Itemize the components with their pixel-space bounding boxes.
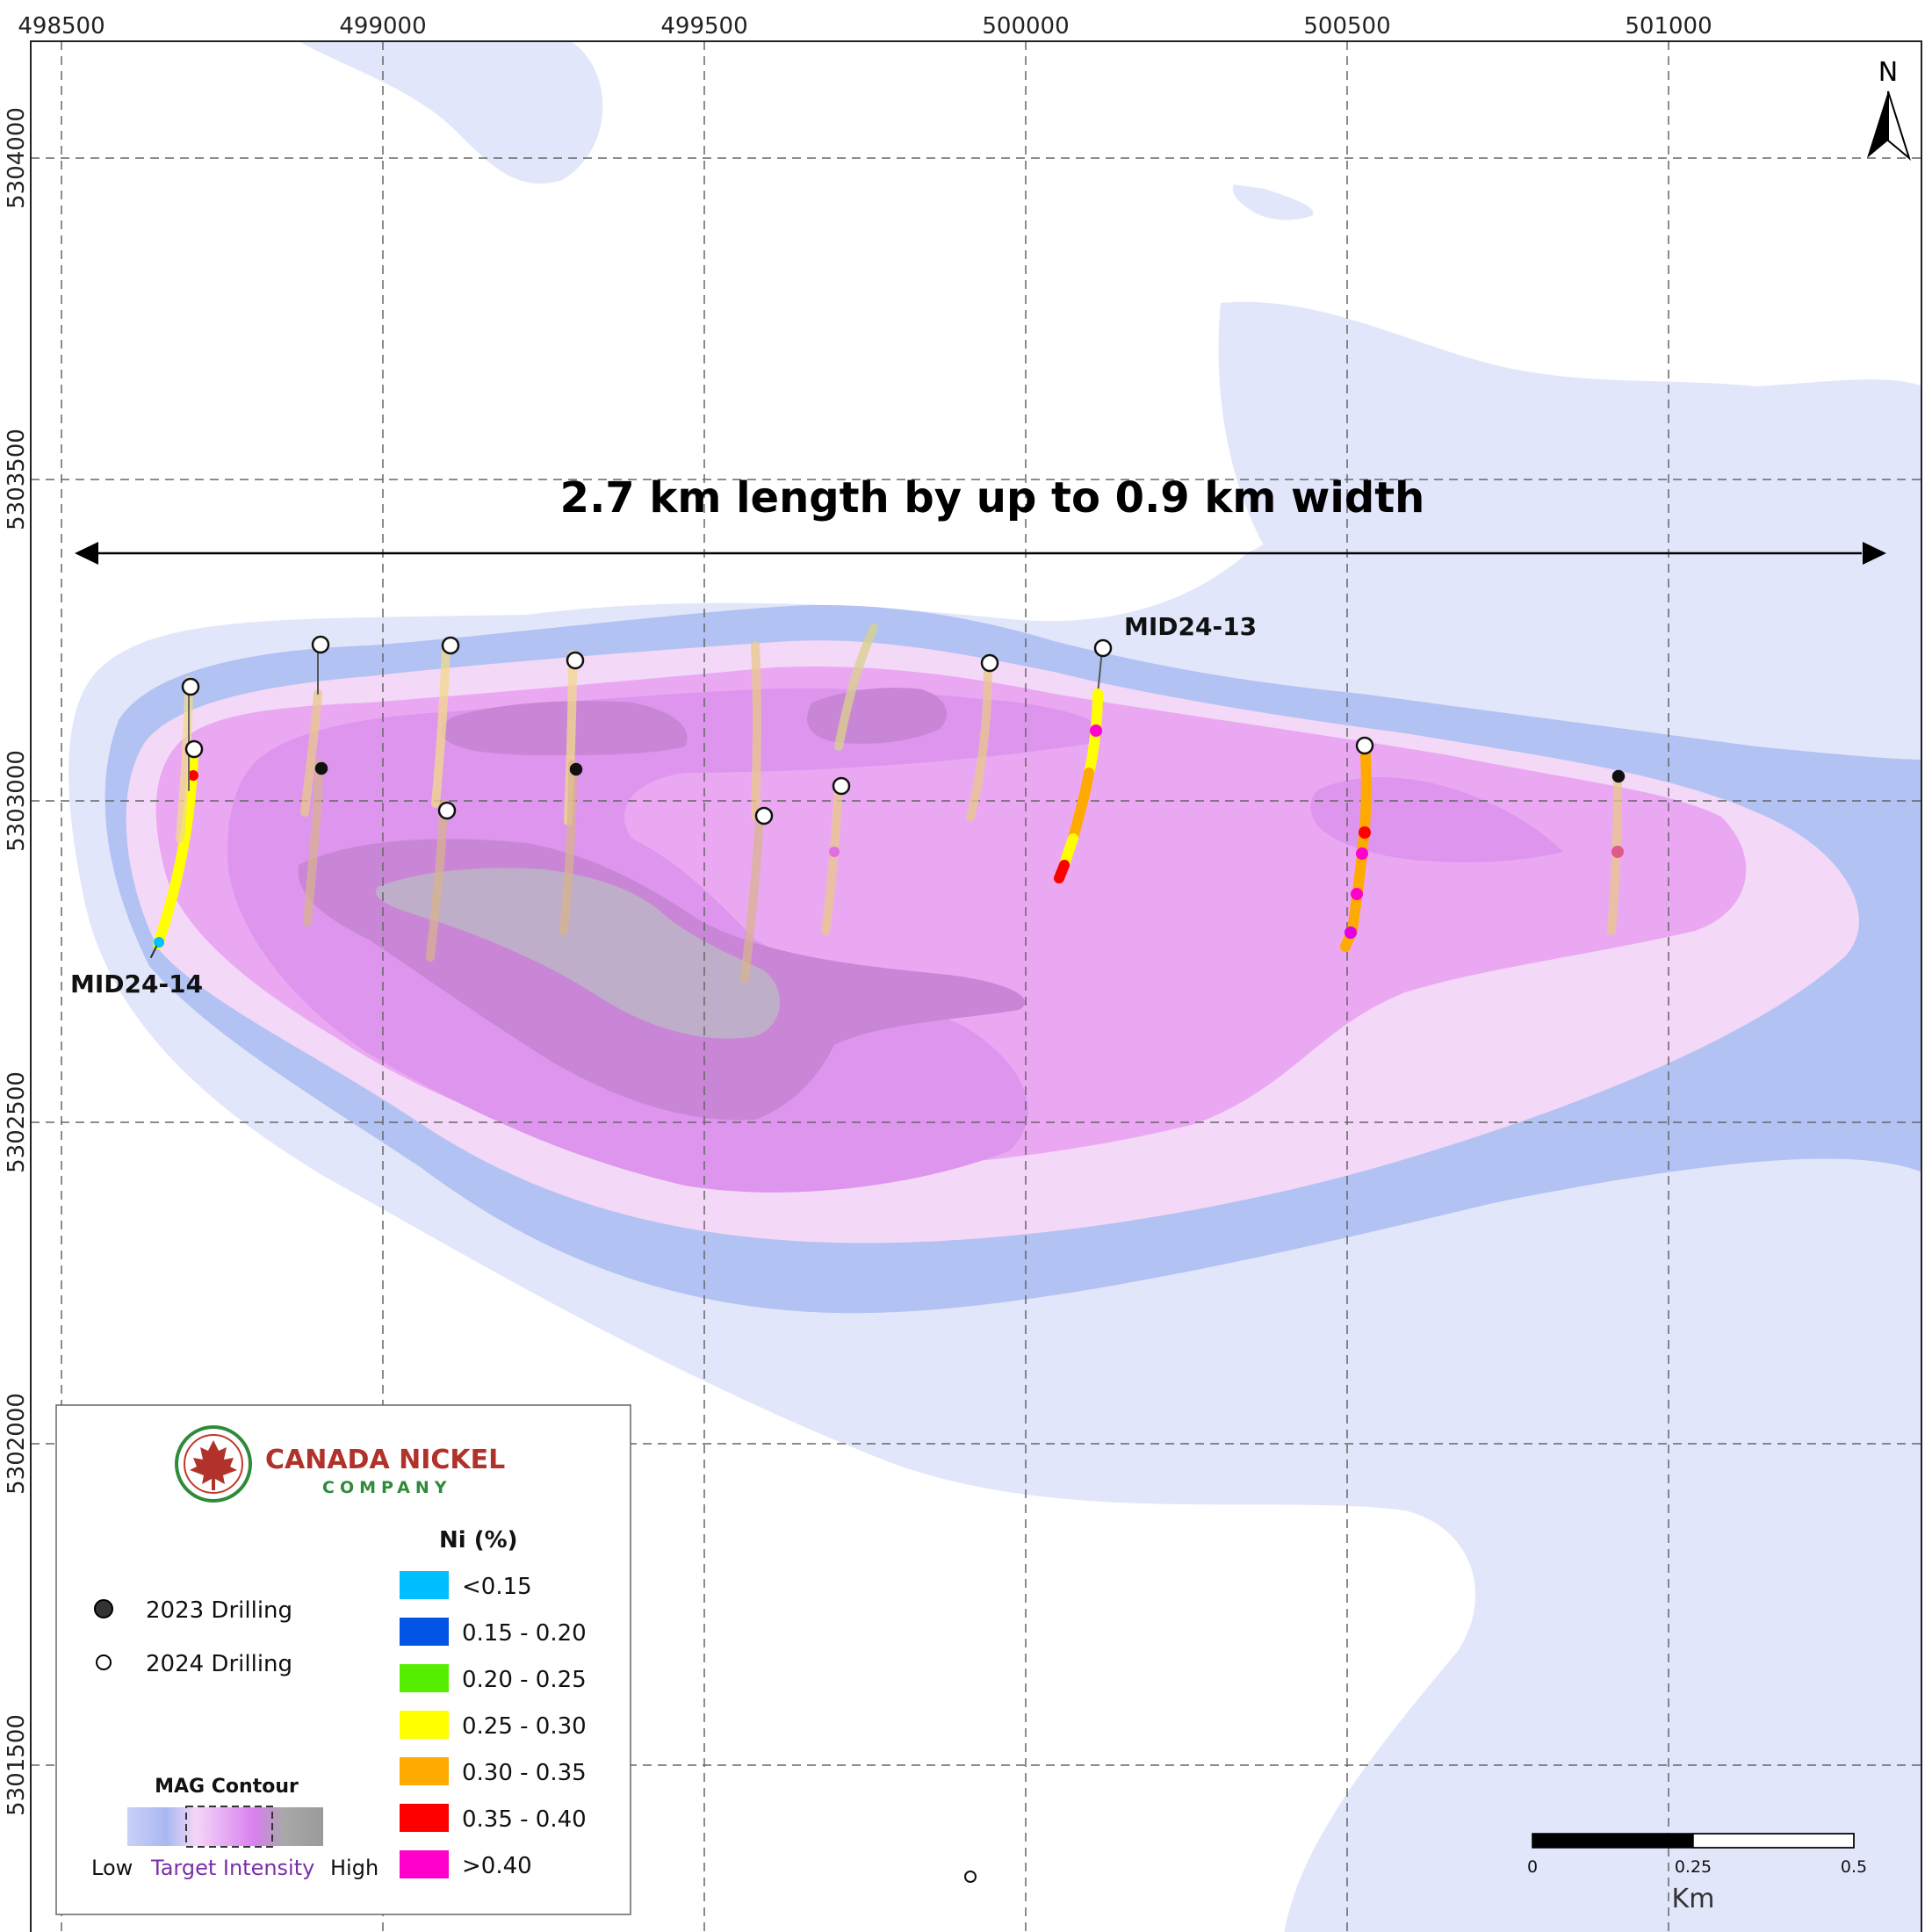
ni-legend: Ni (%) <0.15 0.15 - 0.20 0.20 - 0.25 0.2… xyxy=(400,1527,587,1879)
collar-2023[interactable] xyxy=(314,761,328,775)
scale-bar: 0 0.25 0.5 Km xyxy=(1527,1833,1867,1914)
hole-label-mid24-14: MID24-14 xyxy=(70,970,203,998)
ni-swatch xyxy=(400,1804,449,1832)
collar-2023[interactable] xyxy=(569,762,583,776)
mag-low-label: Low xyxy=(91,1856,133,1880)
collar-2024[interactable] xyxy=(754,806,774,825)
x-tick-label: 500500 xyxy=(1303,13,1390,40)
drill-trace xyxy=(1607,773,1624,935)
collar-2024[interactable] xyxy=(832,776,851,796)
mag-contour-low-small xyxy=(1232,184,1314,220)
y-tick-label: 5301500 xyxy=(4,1714,30,1816)
drilling-legend: 2023 Drilling 2024 Drilling xyxy=(94,1597,292,1677)
drill-trace xyxy=(834,624,878,751)
x-axis-ticks: 498500 499000 499500 500000 500500 50100… xyxy=(18,13,1712,40)
mag-high-label: High xyxy=(330,1856,378,1880)
y-tick-label: 5304000 xyxy=(4,107,30,209)
ni-swatch xyxy=(400,1711,449,1739)
hole-label-mid24-13: MID24-13 xyxy=(1124,612,1257,641)
drill-trace xyxy=(821,777,843,935)
ni-swatch xyxy=(400,1757,449,1785)
mag-contour-level-6-north xyxy=(442,701,688,755)
x-tick-label: 499500 xyxy=(660,13,747,40)
north-arrow-icon: N xyxy=(1867,57,1911,161)
collar-2024[interactable] xyxy=(184,739,204,759)
drill-hole-layer xyxy=(150,624,1626,1883)
mag-contour-level-5-east xyxy=(1310,777,1563,862)
y-axis-ticks: 5304000 5303500 5303000 5302500 5302000 … xyxy=(4,107,30,1816)
collar-2024[interactable] xyxy=(1355,736,1374,755)
mag-legend-title: MAG Contour xyxy=(155,1776,299,1798)
map-frame xyxy=(30,40,1922,1932)
drill-trace xyxy=(303,760,323,926)
filled-circle-icon xyxy=(94,1599,113,1618)
y-tick-label: 5302000 xyxy=(4,1393,30,1495)
drill-trace xyxy=(751,641,761,821)
company-subname: COMPANY xyxy=(322,1478,452,1497)
drill-trace-mid24-13 xyxy=(1054,649,1103,883)
collar-2024[interactable] xyxy=(437,801,457,820)
mag-target-label: Target Intensity xyxy=(150,1856,314,1880)
y-tick-label: 5303500 xyxy=(4,429,30,530)
collar-markers xyxy=(181,635,1626,1883)
ni-class-label: <0.15 xyxy=(462,1574,532,1600)
drill-trace xyxy=(1340,750,1372,952)
x-tick-label: 501000 xyxy=(1625,13,1712,40)
x-tick-label: 500000 xyxy=(982,13,1069,40)
ni-swatch xyxy=(400,1618,449,1646)
collar-2024[interactable] xyxy=(311,635,330,654)
mag-legend: MAG Contour Low Target Intensity High xyxy=(91,1776,378,1880)
y-tick-label: 5303000 xyxy=(4,750,30,852)
collar-2024[interactable] xyxy=(441,636,460,655)
scale-unit: Km xyxy=(1672,1884,1715,1914)
scale-label-0: 0 xyxy=(1527,1857,1538,1877)
ni-swatch xyxy=(400,1571,449,1599)
drill-trace-mid24-14 xyxy=(150,746,198,958)
mag-contour-level-7 xyxy=(376,868,781,1039)
open-circle-icon xyxy=(96,1654,112,1670)
scale-label-05: 0.5 xyxy=(1841,1857,1867,1877)
drill-trace xyxy=(740,808,764,984)
company-logo: CANADA NICKEL COMPANY xyxy=(175,1425,505,1503)
ni-class-label: 0.25 - 0.30 xyxy=(462,1713,587,1740)
legend-drilling-2024: 2024 Drilling xyxy=(146,1651,292,1677)
legend-drilling-2023: 2023 Drilling xyxy=(146,1597,292,1624)
x-tick-label: 498500 xyxy=(18,13,105,40)
drill-trace xyxy=(559,760,577,935)
ni-swatch xyxy=(400,1664,449,1692)
y-tick-label: 5302500 xyxy=(4,1071,30,1173)
drill-trace xyxy=(431,641,451,808)
collar-2024[interactable] xyxy=(181,677,200,696)
collar-2024[interactable] xyxy=(980,653,999,673)
ni-legend-title: Ni (%) xyxy=(439,1527,518,1554)
drill-trace xyxy=(966,663,992,821)
collar-2024[interactable] xyxy=(964,1871,977,1883)
ni-class-label: 0.20 - 0.25 xyxy=(462,1667,587,1693)
length-arrow xyxy=(75,542,1886,565)
x-tick-label: 499000 xyxy=(339,13,426,40)
company-name: CANADA NICKEL xyxy=(265,1445,505,1475)
ni-class-label: 0.15 - 0.20 xyxy=(462,1620,587,1647)
north-label: N xyxy=(1878,57,1898,88)
mag-color-ramp xyxy=(127,1807,323,1846)
scale-label-025: 0.25 xyxy=(1675,1857,1712,1877)
collar-2024[interactable] xyxy=(566,651,585,670)
headline-text: 2.7 km length by up to 0.9 km width xyxy=(560,473,1425,523)
legend-panel: CANADA NICKEL COMPANY 2023 Drilling 2024… xyxy=(55,1404,631,1915)
ni-class-label: 0.30 - 0.35 xyxy=(462,1760,587,1786)
maple-leaf-icon xyxy=(190,1440,237,1490)
ni-class-label: 0.35 - 0.40 xyxy=(462,1806,587,1833)
collar-2023[interactable] xyxy=(1611,769,1626,783)
mag-contour-layer xyxy=(68,41,1921,1932)
mag-target-box xyxy=(185,1806,273,1848)
ni-swatch xyxy=(400,1850,449,1878)
ni-class-label: >0.40 xyxy=(462,1853,532,1879)
drill-trace xyxy=(426,799,448,962)
mag-contour-low xyxy=(299,41,603,184)
collar-2024[interactable] xyxy=(1093,638,1113,658)
